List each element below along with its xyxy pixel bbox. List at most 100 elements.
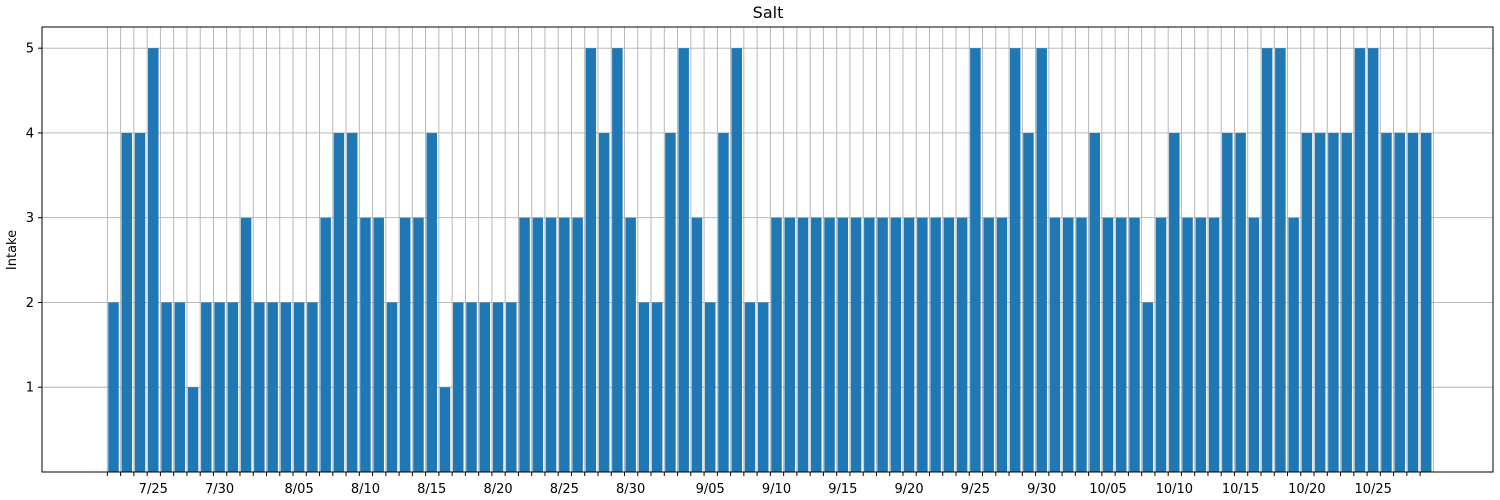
bar-8-06 xyxy=(307,302,318,472)
bar-8-17 xyxy=(453,302,464,472)
bar-10-15 xyxy=(1235,132,1246,472)
bar-9-12 xyxy=(797,217,809,472)
bar-9-30 xyxy=(1036,48,1047,472)
bar-8-10 xyxy=(360,217,371,472)
bar-9-16 xyxy=(850,217,862,472)
bar-10-11 xyxy=(1182,217,1193,472)
bar-8-03 xyxy=(267,302,278,472)
bar-9-01 xyxy=(651,302,663,472)
bar-10-12 xyxy=(1195,217,1207,472)
bar-10-14 xyxy=(1222,132,1233,472)
x-tick-label: 10/05 xyxy=(1089,482,1126,497)
x-tick-label: 9/20 xyxy=(894,482,923,497)
x-tick-label: 8/05 xyxy=(285,482,314,497)
bar-9-27 xyxy=(996,217,1008,472)
bar-9-09 xyxy=(757,302,769,472)
bar-7-27 xyxy=(174,302,186,472)
bar-8-22 xyxy=(519,217,530,472)
x-tick-label: 8/10 xyxy=(351,482,380,497)
bar-8-23 xyxy=(532,217,544,472)
bar-9-11 xyxy=(784,217,796,472)
bar-10-16 xyxy=(1248,217,1260,472)
bar-7-29 xyxy=(201,302,212,472)
bar-9-20 xyxy=(903,217,915,472)
bar-8-07 xyxy=(320,217,331,472)
bar-10-10 xyxy=(1169,132,1180,472)
bar-9-13 xyxy=(811,217,822,472)
bar-8-18 xyxy=(466,302,477,472)
bar-10-02 xyxy=(1062,217,1074,472)
bar-9-28 xyxy=(1009,48,1021,472)
x-tick-label: 10/20 xyxy=(1288,482,1325,497)
bar-9-06 xyxy=(718,132,729,472)
bar-9-10 xyxy=(771,217,782,472)
chart-title: Salt xyxy=(753,3,784,22)
bar-8-31 xyxy=(638,302,650,472)
bar-7-22 xyxy=(108,302,119,472)
bar-8-25 xyxy=(559,217,570,472)
bar-10-01 xyxy=(1049,217,1061,472)
bar-9-15 xyxy=(837,217,849,472)
bar-10-27 xyxy=(1394,132,1405,472)
bar-10-06 xyxy=(1116,217,1127,472)
y-axis-label: Intake xyxy=(5,230,20,270)
bar-8-05 xyxy=(293,302,305,472)
bar-8-26 xyxy=(572,217,583,472)
bar-8-12 xyxy=(386,302,398,472)
bar-9-26 xyxy=(983,217,994,472)
axes xyxy=(41,26,1494,473)
bar-9-19 xyxy=(890,217,902,472)
x-tick-label: 8/20 xyxy=(483,482,512,497)
x-tick-label: 9/15 xyxy=(828,482,857,497)
plot-frame xyxy=(41,26,1494,473)
bar-10-29 xyxy=(1420,132,1432,472)
bar-10-13 xyxy=(1208,217,1220,472)
bar-9-24 xyxy=(956,217,968,472)
bar-10-08 xyxy=(1142,302,1154,472)
bar-10-20 xyxy=(1301,132,1313,472)
bar-7-25 xyxy=(148,48,159,472)
bar-10-04 xyxy=(1089,132,1100,472)
bar-8-09 xyxy=(346,132,358,472)
y-tick-label: 4 xyxy=(26,126,34,141)
bar-8-28 xyxy=(598,132,610,472)
bar-9-04 xyxy=(691,217,703,472)
bar-9-25 xyxy=(970,48,981,472)
bar-10-26 xyxy=(1381,132,1392,472)
x-tick-label: 7/25 xyxy=(139,482,168,497)
bar-8-14 xyxy=(413,217,424,472)
x-tick-label: 9/10 xyxy=(762,482,791,497)
bars xyxy=(108,48,1432,472)
bar-10-28 xyxy=(1407,132,1419,472)
bar-8-20 xyxy=(492,302,504,472)
bar-9-21 xyxy=(917,217,928,472)
bar-10-03 xyxy=(1076,217,1087,472)
bar-7-28 xyxy=(187,387,199,472)
y-tick-label: 2 xyxy=(26,296,34,311)
bar-8-13 xyxy=(399,217,411,472)
x-tick-label: 8/25 xyxy=(550,482,579,497)
x-tick-label: 8/30 xyxy=(616,482,645,497)
bar-8-24 xyxy=(545,217,557,472)
bar-9-02 xyxy=(665,132,676,472)
bar-10-21 xyxy=(1314,132,1326,472)
bar-9-29 xyxy=(1023,132,1034,472)
x-tick-label: 10/10 xyxy=(1156,482,1193,497)
bar-8-16 xyxy=(439,387,451,472)
bar-9-08 xyxy=(744,302,756,472)
bar-9-05 xyxy=(704,302,716,472)
bar-9-23 xyxy=(943,217,955,472)
y-tick-label: 5 xyxy=(26,42,34,57)
bar-8-11 xyxy=(373,217,384,472)
bar-8-21 xyxy=(506,302,517,472)
bar-10-23 xyxy=(1341,132,1352,472)
y-tick-label: 1 xyxy=(26,381,34,396)
bar-8-29 xyxy=(612,48,623,472)
bar-7-30 xyxy=(214,302,225,472)
x-tick-label: 7/30 xyxy=(205,482,234,497)
bar-7-23 xyxy=(121,132,133,472)
bar-9-18 xyxy=(877,217,888,472)
bar-8-04 xyxy=(280,302,292,472)
bar-9-14 xyxy=(824,217,835,472)
